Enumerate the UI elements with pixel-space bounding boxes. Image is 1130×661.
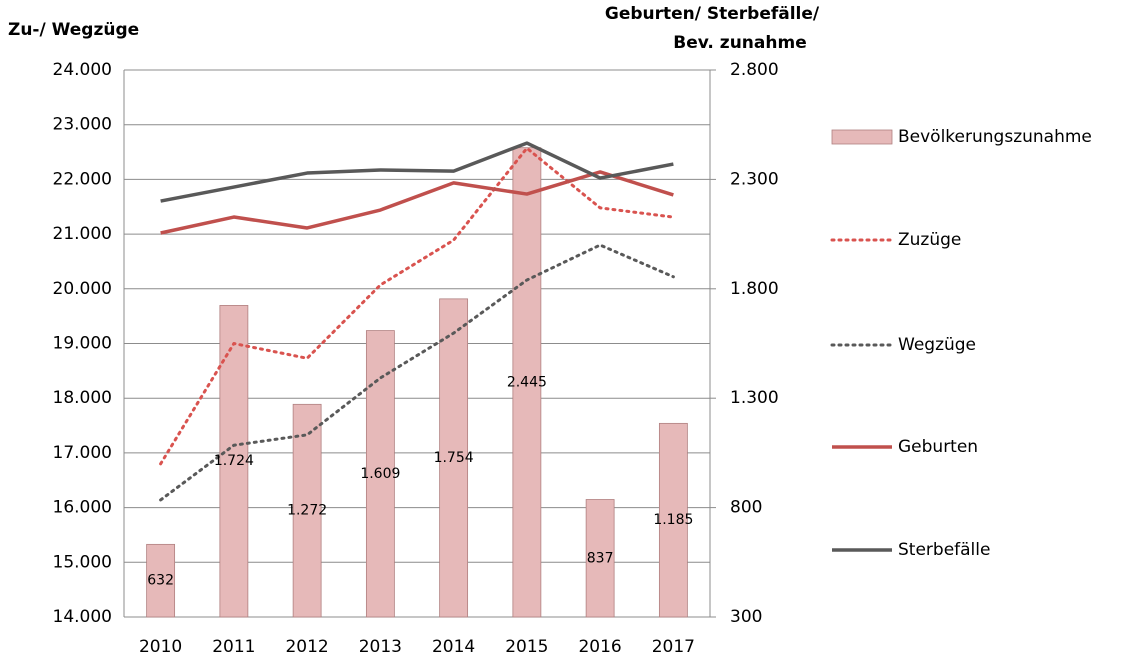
y-tick-label: 15.000 [53, 552, 112, 572]
x-tick-label: 2010 [139, 637, 182, 657]
data-label: 2.445 [507, 374, 547, 390]
data-label: 837 [587, 550, 614, 566]
line-series [160, 141, 674, 203]
x-tick-label: 2012 [285, 637, 328, 657]
data-label: 1.754 [434, 450, 474, 466]
line-series [159, 243, 675, 502]
line-series [160, 170, 674, 235]
y-tick-label: 23.000 [53, 115, 112, 135]
y2-tick-label: 1.300 [730, 388, 779, 408]
y-tick-label: 18.000 [53, 388, 112, 408]
bar [658, 422, 688, 618]
y2-axis-title: Geburten/ Sterbefälle/ [605, 4, 820, 24]
x-tick-label: 2011 [212, 637, 255, 657]
y-tick-label: 24.000 [53, 60, 112, 80]
data-label: 1.272 [287, 503, 327, 519]
data-label: 1.185 [653, 512, 693, 528]
y2-tick-label: 1.800 [730, 279, 779, 299]
bar [585, 499, 615, 618]
y-tick-label: 21.000 [53, 224, 112, 244]
y-tick-label: 20.000 [53, 279, 112, 299]
y-tick-label: 22.000 [53, 169, 112, 189]
data-label: 632 [147, 573, 174, 589]
bar [146, 543, 176, 618]
x-tick-label: 2015 [505, 637, 548, 657]
bar [219, 305, 249, 618]
x-tick-label: 2016 [578, 637, 621, 657]
x-tick-label: 2014 [432, 637, 475, 657]
y-tick-label: 19.000 [53, 334, 112, 354]
legend-label: Bevölkerungszunahme [898, 127, 1092, 147]
y2-tick-label: 2.300 [730, 169, 779, 189]
y-axis-title: Zu-/ Wegzüge [8, 20, 139, 40]
y2-tick-label: 300 [730, 607, 762, 627]
x-tick-label: 2017 [652, 637, 695, 657]
x-tick-label: 2013 [359, 637, 402, 657]
bar [512, 147, 542, 618]
legend-label: Wegzüge [898, 335, 976, 355]
y2-axis-title: Bev. zunahme [673, 33, 806, 53]
bar [292, 403, 322, 618]
data-label: 1.609 [360, 466, 400, 482]
bar [439, 298, 469, 618]
y-tick-label: 14.000 [53, 607, 112, 627]
legend-label: Zuzüge [898, 230, 961, 250]
line-series [159, 146, 675, 466]
y2-tick-label: 800 [730, 498, 762, 518]
y2-tick-label: 2.800 [730, 60, 779, 80]
y-tick-label: 17.000 [53, 443, 112, 463]
legend-swatch [831, 129, 893, 145]
data-label: 1.724 [214, 453, 254, 469]
y-tick-label: 16.000 [53, 498, 112, 518]
legend-label: Sterbefälle [898, 540, 990, 560]
legend-label: Geburten [898, 437, 978, 457]
